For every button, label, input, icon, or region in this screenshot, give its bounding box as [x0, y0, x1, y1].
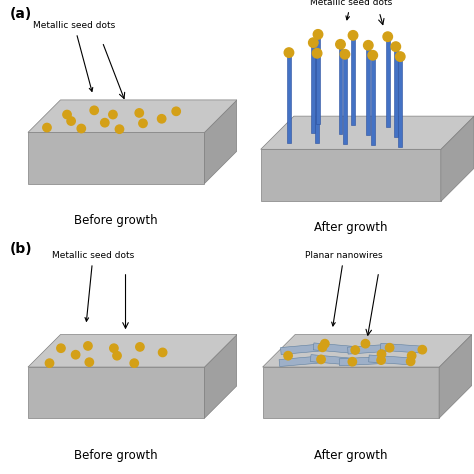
Bar [366, 46, 370, 136]
Circle shape [90, 106, 99, 115]
Circle shape [377, 356, 385, 365]
Polygon shape [28, 335, 237, 367]
Polygon shape [313, 343, 356, 354]
Circle shape [406, 357, 415, 365]
Circle shape [383, 32, 392, 41]
Circle shape [340, 50, 350, 59]
Bar [316, 35, 320, 125]
Circle shape [135, 109, 144, 117]
Polygon shape [263, 335, 472, 367]
Text: After growth: After growth [314, 449, 388, 462]
Text: Metallic seed dots: Metallic seed dots [33, 21, 116, 91]
Circle shape [63, 110, 71, 118]
Circle shape [85, 358, 93, 366]
Polygon shape [441, 116, 474, 201]
Circle shape [113, 352, 121, 360]
Circle shape [418, 346, 427, 354]
Circle shape [109, 344, 118, 352]
Bar [386, 36, 390, 127]
Polygon shape [28, 367, 204, 418]
Circle shape [312, 48, 322, 58]
Circle shape [364, 41, 373, 50]
Polygon shape [279, 356, 321, 366]
Circle shape [319, 343, 327, 352]
Polygon shape [439, 335, 472, 418]
Polygon shape [204, 100, 237, 183]
Circle shape [46, 359, 54, 367]
Polygon shape [381, 343, 423, 353]
Polygon shape [261, 116, 474, 149]
Circle shape [348, 357, 356, 366]
Circle shape [408, 352, 416, 360]
Circle shape [284, 352, 292, 360]
Circle shape [157, 115, 166, 123]
Circle shape [317, 355, 325, 364]
Circle shape [336, 40, 345, 49]
Circle shape [84, 342, 92, 350]
Polygon shape [28, 132, 204, 183]
Circle shape [395, 52, 405, 61]
Circle shape [320, 339, 329, 348]
Circle shape [391, 42, 401, 51]
Polygon shape [263, 367, 439, 418]
Bar [287, 53, 291, 143]
Circle shape [109, 110, 117, 118]
Circle shape [368, 51, 377, 60]
Text: (a): (a) [9, 7, 32, 21]
Polygon shape [339, 356, 381, 366]
Circle shape [67, 117, 75, 125]
Circle shape [100, 118, 109, 127]
Circle shape [57, 344, 65, 352]
Bar [351, 36, 355, 126]
Bar [398, 56, 402, 146]
Polygon shape [310, 355, 353, 365]
Polygon shape [204, 335, 237, 418]
Text: Metallic seed dots: Metallic seed dots [310, 0, 392, 20]
Circle shape [309, 38, 318, 47]
Bar [311, 43, 315, 133]
Bar [371, 55, 374, 146]
Circle shape [385, 344, 394, 352]
Text: Metallic seed dots: Metallic seed dots [52, 251, 134, 321]
Text: Planar nanowires: Planar nanowires [305, 251, 383, 326]
Polygon shape [369, 355, 411, 365]
Circle shape [284, 48, 294, 57]
Bar [394, 46, 398, 137]
Bar [338, 45, 342, 135]
Circle shape [130, 359, 138, 367]
Circle shape [172, 107, 181, 116]
Text: Before growth: Before growth [74, 449, 158, 462]
Text: After growth: After growth [314, 221, 388, 234]
Polygon shape [281, 344, 323, 355]
Circle shape [351, 346, 359, 354]
Circle shape [158, 348, 167, 356]
Circle shape [377, 350, 386, 358]
Circle shape [115, 125, 124, 133]
Bar [315, 53, 319, 143]
Text: Before growth: Before growth [74, 214, 158, 227]
Circle shape [136, 343, 144, 351]
Circle shape [72, 351, 80, 359]
Circle shape [313, 30, 323, 39]
Circle shape [348, 31, 358, 40]
Circle shape [139, 119, 147, 128]
Polygon shape [28, 100, 237, 132]
Circle shape [77, 124, 85, 133]
Circle shape [361, 339, 370, 348]
Circle shape [43, 123, 51, 132]
Polygon shape [261, 149, 441, 201]
Bar [343, 55, 347, 144]
Polygon shape [347, 344, 390, 354]
Text: (b): (b) [9, 242, 32, 255]
